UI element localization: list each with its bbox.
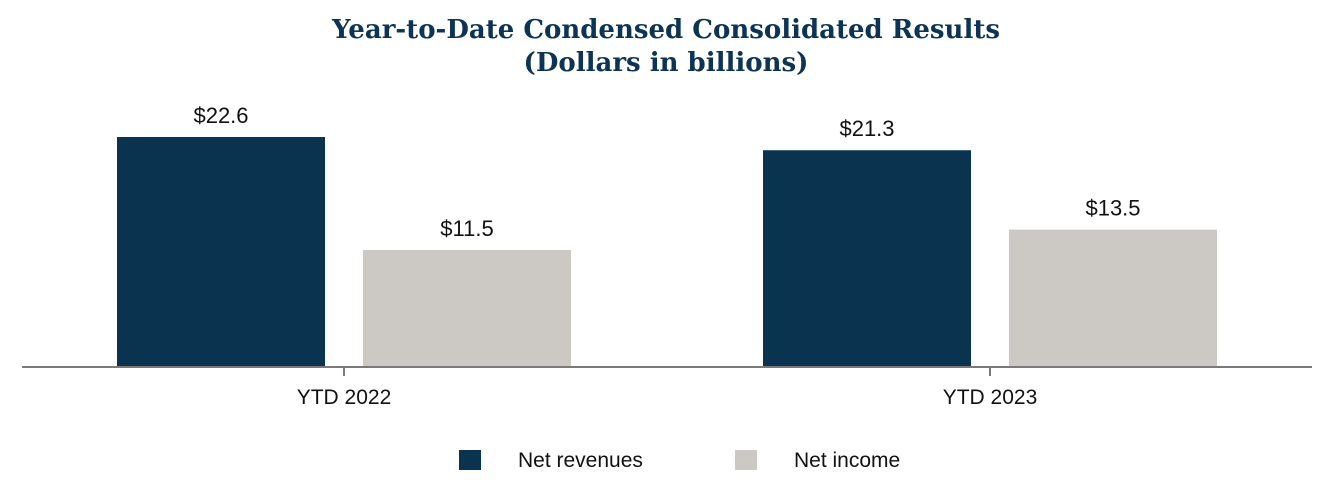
bar-net-income-ytd-2023 <box>1009 229 1217 367</box>
chart-subtitle: (Dollars in billions) <box>523 48 809 78</box>
value-label-net-revenues-ytd-2023: $21.3 <box>839 116 894 141</box>
bar-net-revenues-ytd-2022 <box>117 137 325 367</box>
legend-label-net-income: Net income <box>794 449 900 472</box>
legend-swatch-net-revenues <box>459 450 481 470</box>
x-tick-label-ytd-2023: YTD 2023 <box>943 386 1038 409</box>
value-label-net-income-ytd-2023: $13.5 <box>1085 196 1140 221</box>
legend-swatch-net-income <box>735 450 757 470</box>
x-axis-ticks-group: YTD 2022 YTD 2023 <box>297 367 1038 409</box>
bar-net-revenues-ytd-2023 <box>763 150 971 367</box>
value-label-net-income-ytd-2022: $11.5 <box>440 216 493 241</box>
bar-net-income-ytd-2022 <box>363 249 571 367</box>
legend-label-net-revenues: Net revenues <box>518 449 643 472</box>
value-label-net-revenues-ytd-2022: $22.6 <box>193 103 248 128</box>
chart-title: Year-to-Date Condensed Consolidated Resu… <box>332 15 1000 45</box>
value-labels-group: $22.6 $11.5 $21.3 $13.5 <box>193 103 1140 241</box>
x-tick-label-ytd-2022: YTD 2022 <box>297 386 392 409</box>
bars-group <box>117 137 1217 367</box>
legend: Net revenues Net income <box>459 449 900 472</box>
chart-title-block: Year-to-Date Condensed Consolidated Resu… <box>0 14 1332 80</box>
